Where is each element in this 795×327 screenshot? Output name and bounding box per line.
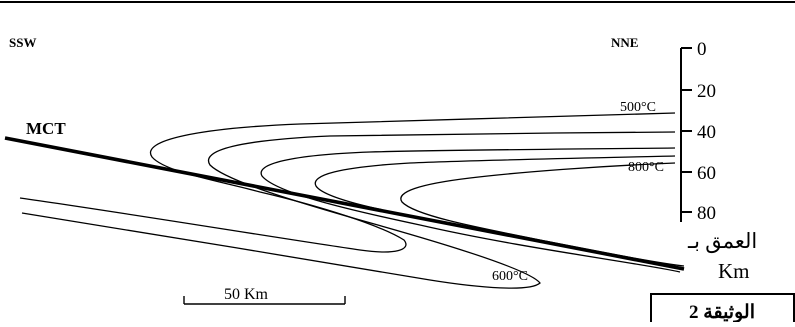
depth-tick-60: 60 — [697, 163, 716, 184]
scale-bar-label: 50 Km — [224, 286, 269, 303]
isotherm-inner-1 — [21, 131, 676, 289]
depth-tick-0: 0 — [697, 39, 707, 60]
depth-tick-20: 20 — [697, 81, 716, 102]
iso-800-label: 800°C — [628, 160, 664, 175]
depth-axis — [680, 47, 692, 222]
document-label: الوثيقة 2 — [689, 302, 755, 322]
mct-label: MCT — [26, 119, 66, 138]
depth-label-ar: العمق بـ — [687, 229, 757, 254]
scale-bar — [183, 296, 346, 305]
iso-600-label: 600°C — [492, 269, 528, 284]
depth-unit: Km — [718, 259, 750, 283]
isotherms — [19, 112, 685, 289]
isotherm-inner-2 — [260, 147, 681, 273]
ssw-label: SSW — [9, 35, 36, 50]
depth-tick-80: 80 — [697, 203, 716, 224]
isotherm-500 — [19, 112, 676, 253]
depth-tick-40: 40 — [697, 122, 716, 143]
nne-label: NNE — [611, 35, 638, 50]
isotherm-innermost — [400, 162, 685, 267]
iso-500-label: 500°C — [620, 100, 656, 115]
mct-thrust-line — [4, 136, 685, 271]
